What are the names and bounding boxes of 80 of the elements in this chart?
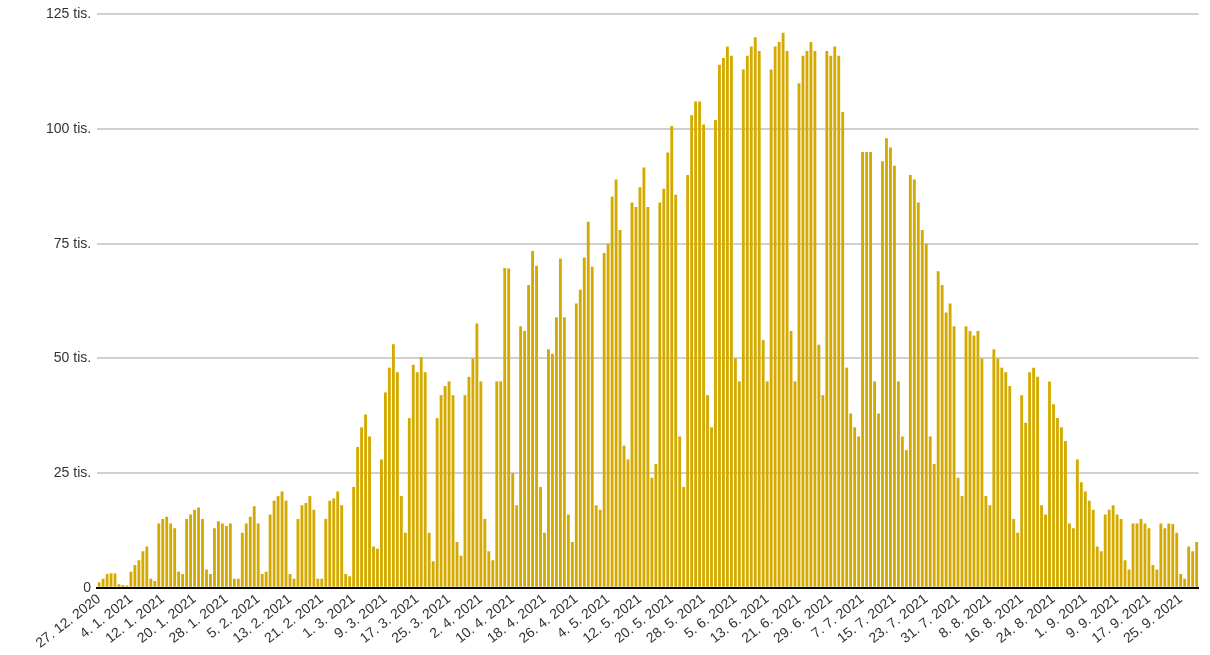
bar bbox=[1020, 395, 1024, 587]
bar bbox=[1107, 509, 1111, 587]
bar bbox=[1187, 546, 1191, 587]
bar bbox=[173, 528, 177, 587]
bar bbox=[101, 578, 105, 587]
bar bbox=[224, 525, 228, 587]
bar bbox=[1159, 523, 1163, 587]
bar bbox=[912, 179, 916, 587]
bar bbox=[272, 500, 276, 587]
bar bbox=[193, 509, 196, 587]
bar bbox=[519, 326, 523, 587]
bar bbox=[197, 507, 200, 587]
bar bbox=[228, 523, 232, 587]
bar bbox=[443, 385, 447, 587]
bar bbox=[1147, 528, 1151, 587]
bar bbox=[885, 138, 888, 587]
y-tick-label: 50 tis. bbox=[53, 349, 92, 366]
bar bbox=[861, 152, 865, 587]
bar bbox=[642, 167, 646, 587]
y-tick-label: 25 tis. bbox=[53, 464, 92, 481]
bar bbox=[865, 152, 869, 587]
bar bbox=[1111, 505, 1115, 587]
bar bbox=[670, 125, 674, 587]
bar bbox=[773, 46, 777, 587]
bar bbox=[328, 500, 332, 587]
bar bbox=[1103, 514, 1107, 587]
bar bbox=[1163, 528, 1167, 587]
y-tick-label: 75 tis. bbox=[53, 234, 92, 251]
bar bbox=[869, 152, 872, 587]
bar bbox=[1004, 372, 1008, 587]
bar bbox=[252, 506, 256, 587]
y-tick-label: 125 tis. bbox=[46, 5, 92, 22]
bar bbox=[503, 268, 507, 587]
bar bbox=[694, 101, 698, 587]
bar bbox=[1171, 524, 1175, 587]
bar bbox=[809, 41, 813, 587]
bar bbox=[1167, 523, 1171, 587]
bar bbox=[948, 303, 952, 587]
bar bbox=[495, 381, 499, 587]
bar bbox=[105, 574, 109, 587]
bar bbox=[781, 32, 785, 587]
bar bbox=[1032, 367, 1036, 587]
bar bbox=[833, 46, 837, 587]
bar bbox=[1048, 381, 1051, 587]
bar bbox=[161, 519, 165, 587]
y-tick-label: 0 bbox=[83, 578, 92, 595]
bar bbox=[547, 349, 550, 587]
bar bbox=[1195, 541, 1199, 587]
bar bbox=[936, 271, 940, 587]
bar bbox=[364, 414, 367, 587]
bar bbox=[753, 37, 757, 587]
bar bbox=[475, 323, 479, 587]
bar bbox=[698, 101, 702, 587]
bar bbox=[419, 357, 423, 587]
bar bbox=[300, 505, 304, 587]
bar bbox=[586, 221, 590, 587]
bar bbox=[189, 514, 193, 587]
bar bbox=[1028, 372, 1032, 587]
bar bbox=[531, 251, 534, 587]
bar bbox=[825, 51, 829, 587]
bar bbox=[145, 546, 149, 587]
bar bbox=[141, 551, 145, 587]
bar bbox=[391, 344, 395, 587]
bar bbox=[157, 523, 161, 587]
bar bbox=[725, 46, 729, 587]
bar bbox=[308, 496, 312, 587]
y-tick-label: 100 tis. bbox=[46, 119, 92, 136]
bar bbox=[614, 179, 618, 587]
bar bbox=[216, 521, 220, 587]
bar bbox=[220, 523, 224, 587]
bar bbox=[97, 582, 101, 587]
bar bbox=[336, 491, 340, 587]
bar bbox=[165, 516, 169, 587]
bar bbox=[1075, 459, 1079, 587]
bar bbox=[992, 349, 996, 587]
bar bbox=[411, 364, 415, 587]
bar bbox=[908, 174, 912, 587]
bar bbox=[133, 564, 137, 587]
bar bbox=[558, 258, 562, 587]
bar bbox=[507, 268, 511, 587]
